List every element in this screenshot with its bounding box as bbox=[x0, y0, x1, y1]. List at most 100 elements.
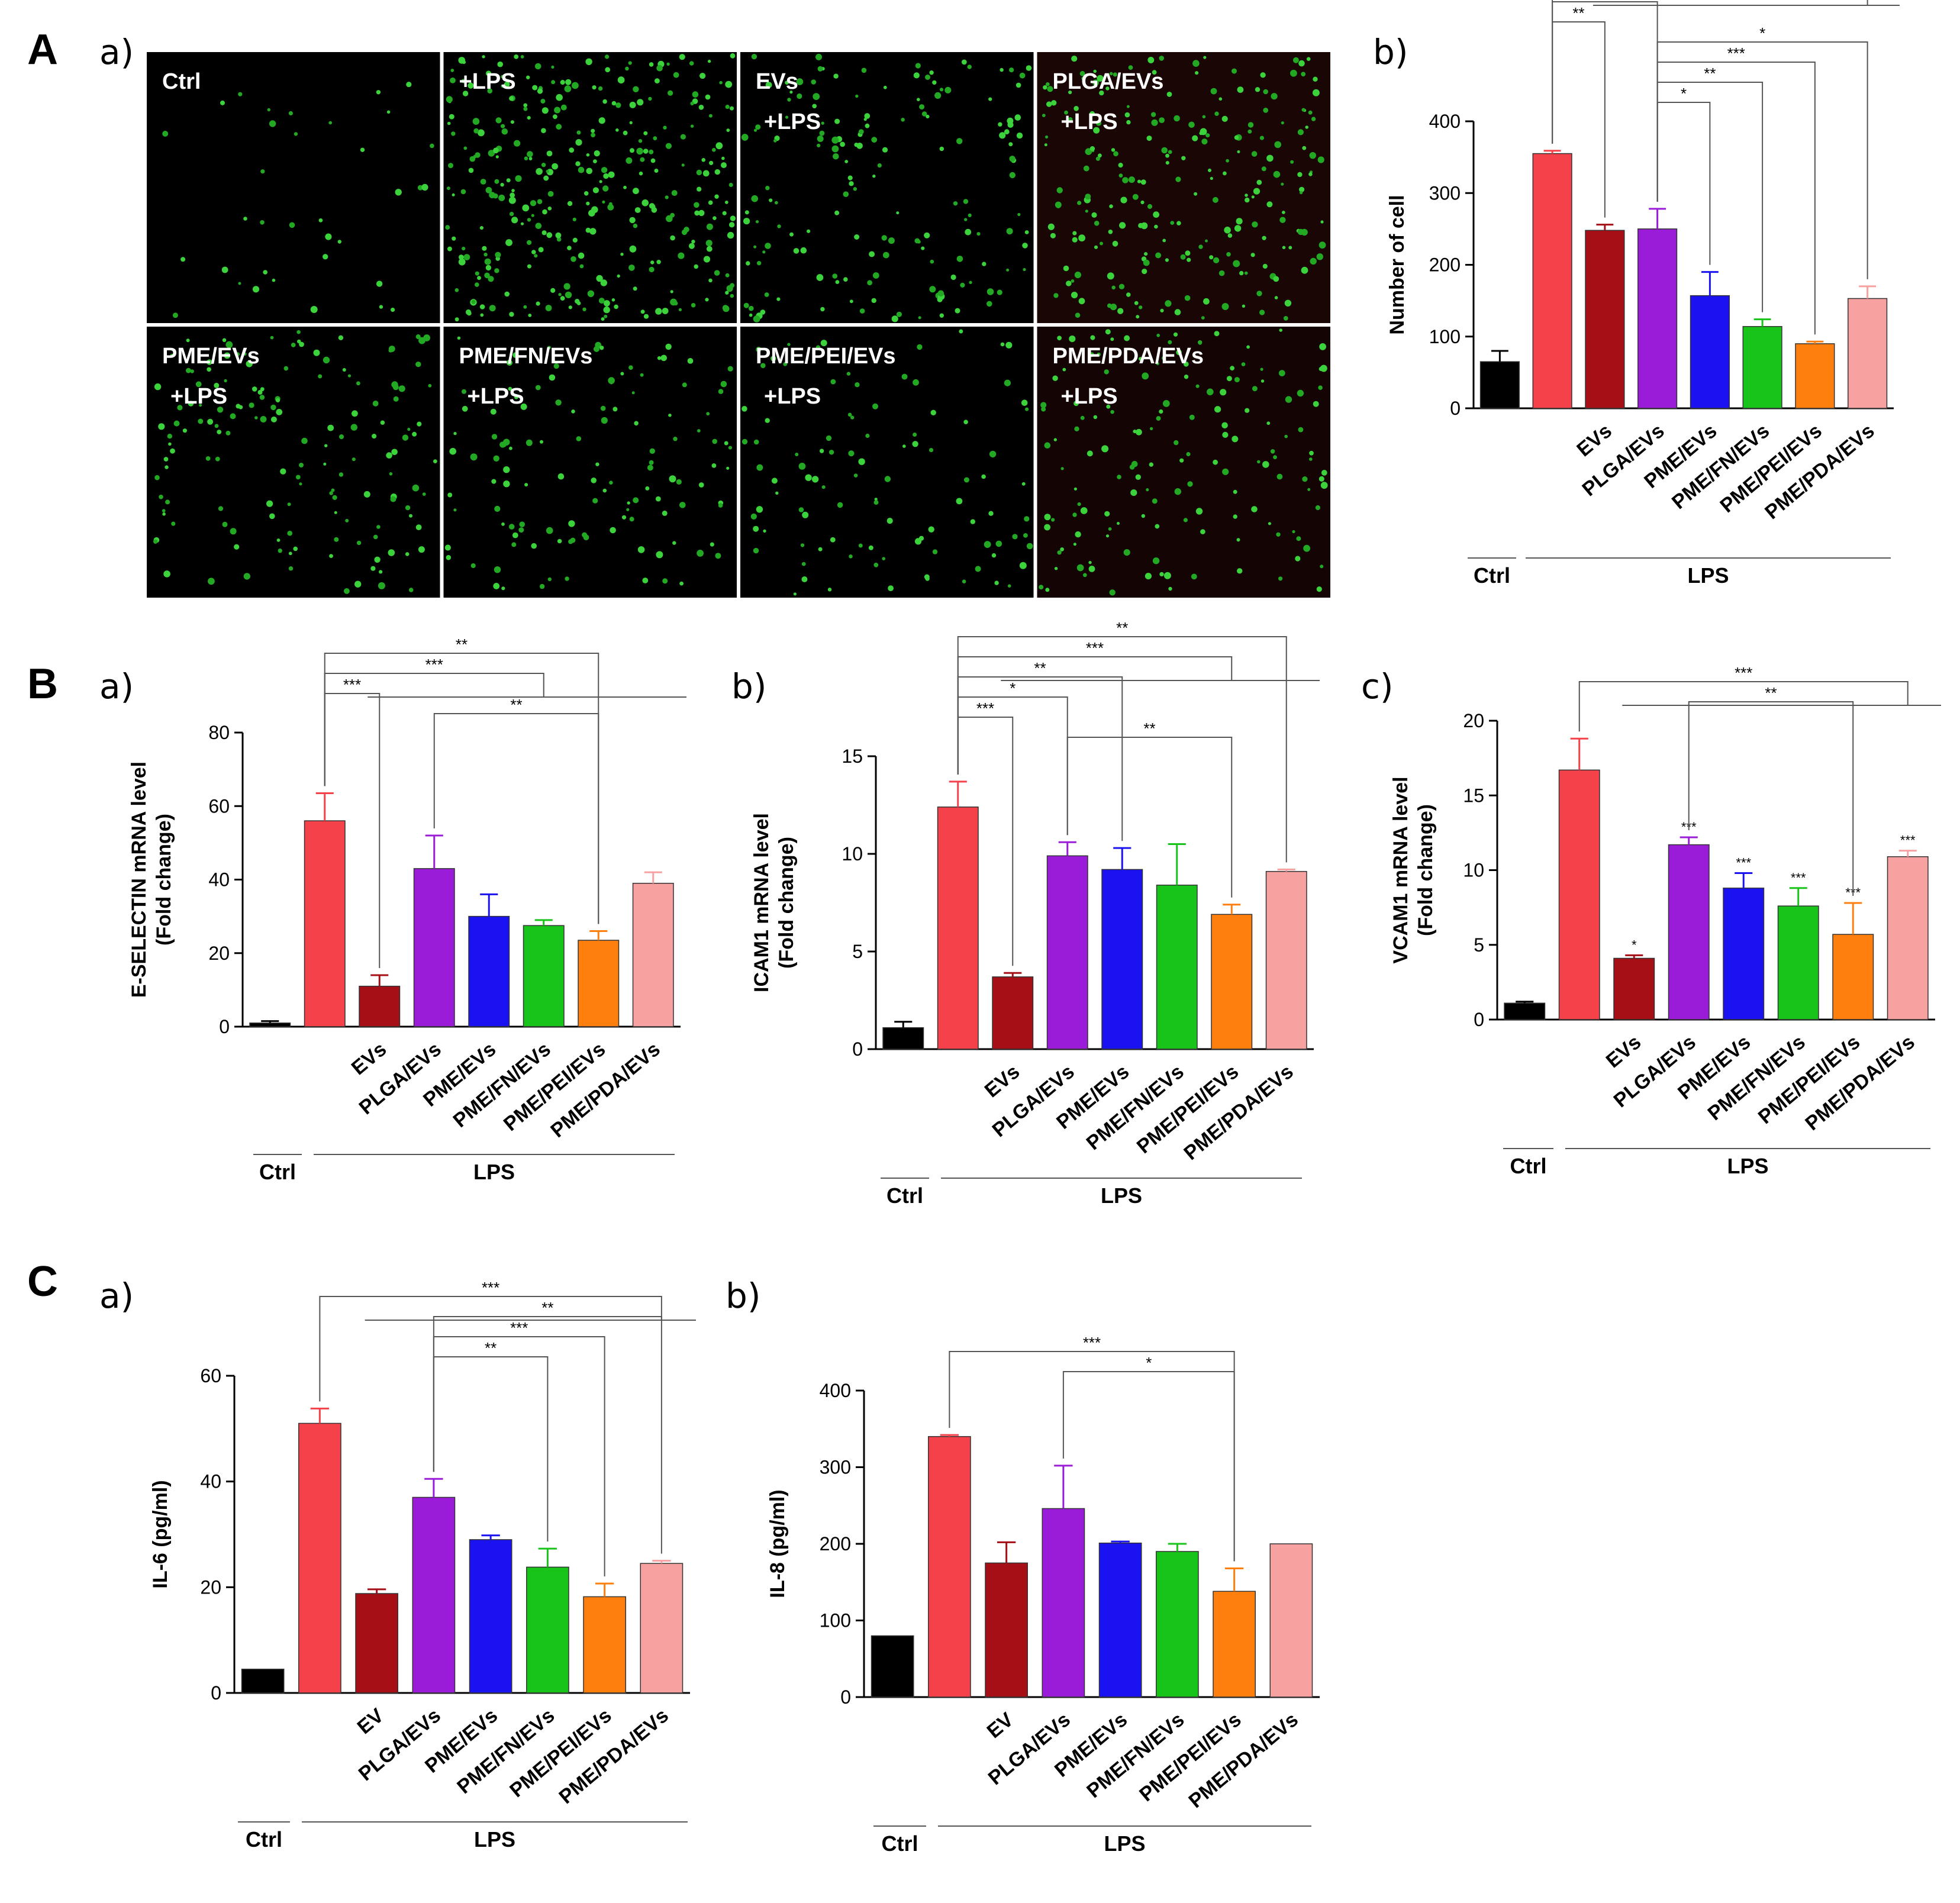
cell-dot bbox=[1068, 117, 1073, 122]
cell-dot bbox=[821, 485, 826, 489]
cell-dot bbox=[706, 223, 713, 230]
cell-dot bbox=[817, 66, 823, 72]
cell-dot bbox=[558, 293, 562, 296]
significance-label: *** bbox=[1086, 639, 1104, 657]
cell-dot bbox=[501, 128, 508, 135]
cell-dot bbox=[1313, 401, 1319, 407]
cell-dot bbox=[1251, 195, 1255, 199]
panel-letter-b-c: c) bbox=[1361, 666, 1394, 707]
cell-dot bbox=[1221, 115, 1228, 122]
cell-dot bbox=[756, 347, 762, 353]
cell-dot bbox=[1260, 72, 1266, 78]
cell-dot bbox=[1108, 527, 1112, 531]
cell-dot bbox=[342, 368, 346, 372]
cell-dot bbox=[352, 410, 358, 417]
cell-dot bbox=[712, 438, 717, 444]
cell-dot bbox=[1142, 372, 1149, 380]
cell-dot bbox=[395, 189, 402, 196]
cell-dot bbox=[1273, 276, 1279, 282]
cell-dot bbox=[557, 473, 565, 480]
cell-dot bbox=[1165, 153, 1169, 158]
cell-dot bbox=[1074, 106, 1079, 111]
cell-dot bbox=[937, 290, 944, 297]
cell-dot bbox=[327, 424, 334, 431]
cell-dot bbox=[508, 524, 515, 530]
cell-dot bbox=[523, 305, 527, 309]
cell-dot bbox=[1040, 402, 1047, 408]
bar bbox=[355, 1593, 398, 1694]
cell-dot bbox=[578, 166, 585, 173]
cell-dot bbox=[1181, 156, 1186, 160]
cell-dot bbox=[710, 542, 714, 547]
cell-dot bbox=[494, 179, 499, 184]
cell-dot bbox=[379, 570, 383, 574]
cell-dot bbox=[329, 491, 333, 495]
cell-dot bbox=[705, 240, 713, 247]
cell-dot bbox=[800, 247, 807, 254]
cell-dot bbox=[1201, 316, 1205, 320]
cell-dot bbox=[518, 527, 524, 533]
cell-dot bbox=[575, 139, 582, 146]
cell-dot bbox=[730, 293, 734, 298]
cell-dot bbox=[1188, 121, 1195, 128]
cell-dot bbox=[756, 506, 763, 513]
cell-dot bbox=[459, 254, 464, 260]
cell-dot bbox=[1315, 505, 1320, 511]
cell-dot bbox=[698, 105, 704, 110]
cell-dot bbox=[428, 383, 432, 388]
cell-dot bbox=[750, 513, 757, 520]
cell-dot bbox=[1026, 65, 1032, 71]
cell-dot bbox=[643, 314, 649, 319]
cell-dot bbox=[714, 270, 720, 276]
cell-dot bbox=[485, 265, 492, 271]
cell-dot bbox=[630, 148, 634, 153]
cell-dot bbox=[483, 253, 488, 257]
cell-dot bbox=[605, 67, 611, 73]
cell-dot bbox=[641, 199, 649, 207]
cell-dot bbox=[270, 416, 277, 422]
cell-dot bbox=[1194, 192, 1198, 196]
cell-dot bbox=[328, 121, 333, 125]
cell-dot bbox=[774, 201, 778, 205]
cell-dot bbox=[1097, 352, 1101, 357]
cell-dot bbox=[963, 477, 969, 483]
cell-dot bbox=[1108, 230, 1113, 234]
ctrl-group-label: Ctrl bbox=[1474, 563, 1510, 588]
cell-dot bbox=[627, 501, 630, 505]
y-tick-label: 0 bbox=[852, 1038, 863, 1060]
cell-dot bbox=[929, 286, 936, 293]
cell-dot bbox=[670, 212, 675, 218]
cell-dot bbox=[1109, 589, 1116, 596]
cell-dot bbox=[1047, 223, 1055, 230]
bar bbox=[985, 1562, 1028, 1698]
cell-dot bbox=[939, 313, 944, 318]
bar bbox=[1637, 228, 1678, 409]
bar bbox=[640, 1563, 684, 1694]
cell-dot bbox=[388, 549, 395, 556]
cell-dot bbox=[605, 54, 610, 59]
cell-dot bbox=[1317, 156, 1324, 163]
cell-dot bbox=[1239, 270, 1244, 276]
cell-dot bbox=[1099, 90, 1104, 96]
bar bbox=[1101, 869, 1143, 1050]
cell-dot bbox=[1144, 252, 1148, 256]
bar bbox=[871, 1635, 914, 1698]
cell-dot bbox=[478, 129, 485, 137]
cell-dot bbox=[901, 373, 908, 380]
cell-dot bbox=[882, 557, 885, 560]
cell-dot bbox=[742, 438, 748, 445]
cell-dot bbox=[1234, 225, 1242, 232]
cell-dot bbox=[953, 201, 958, 206]
cell-dot bbox=[763, 529, 766, 533]
cell-dot bbox=[796, 78, 804, 85]
cell-dot bbox=[859, 308, 865, 314]
cell-dot bbox=[1128, 65, 1133, 70]
cell-dot bbox=[1071, 279, 1075, 283]
cell-dot bbox=[811, 79, 816, 85]
cell-dot bbox=[1057, 336, 1062, 341]
cell-dot bbox=[1311, 117, 1316, 121]
y-tick-label: 60 bbox=[208, 795, 230, 817]
cell-dot bbox=[1041, 407, 1046, 412]
cell-dot bbox=[1232, 68, 1237, 74]
cell-dot bbox=[1174, 309, 1181, 315]
